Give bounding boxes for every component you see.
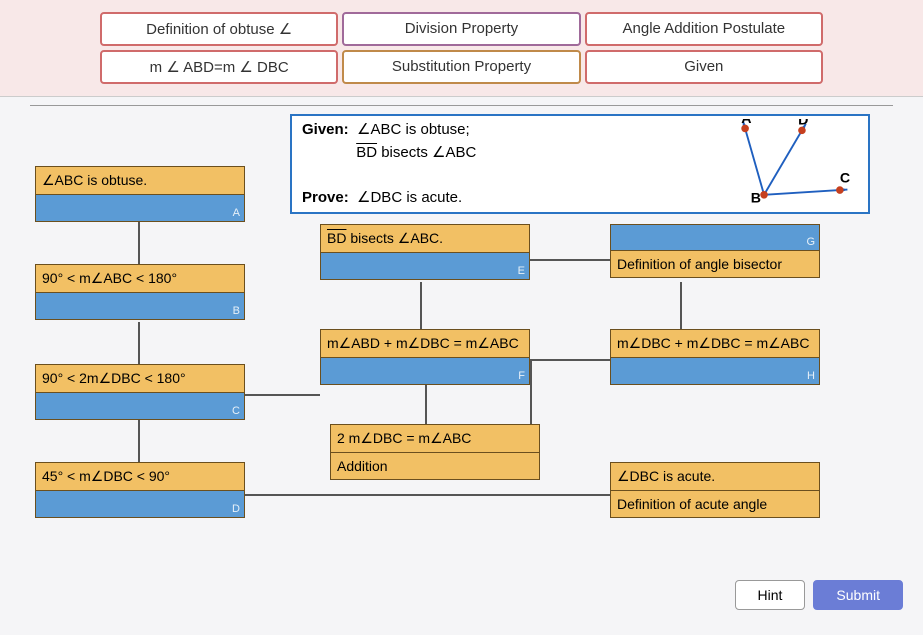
proof-step: ∠DBC is acute.Definition of acute angle [610, 462, 820, 518]
proof-reason-slot[interactable]: E [321, 253, 529, 279]
proof-step: ∠ABC is obtuse. A [35, 166, 245, 222]
divider [30, 105, 893, 106]
proof-statement: G [611, 225, 819, 251]
proof-statement: m∠DBC + m∠DBC = m∠ABC [611, 330, 819, 358]
connector-line [245, 494, 610, 496]
given-line-2-rest: bisects ∠ABC [381, 144, 476, 161]
proof-step: m∠DBC + m∠DBC = m∠ABC H [610, 329, 820, 385]
slot-letter: C [232, 405, 240, 417]
slot-letter: H [807, 370, 815, 382]
proof-statement: m∠ABD + m∠DBC = m∠ABC [321, 330, 529, 358]
slot-letter: F [518, 370, 525, 382]
svg-text:D: D [798, 119, 808, 129]
connector-line [530, 359, 610, 361]
proof-step: m∠ABD + m∠DBC = m∠ABC F [320, 329, 530, 385]
reason-bank: Definition of obtuse ∠Division PropertyA… [0, 0, 923, 97]
proof-statement: 90° < m∠ABC < 180° [36, 265, 244, 293]
proof-statement: ∠DBC is acute. [611, 463, 819, 491]
connector-line [245, 394, 320, 396]
reason-chip[interactable]: Substitution Property [342, 50, 580, 84]
proof-reason-slot[interactable]: B [36, 293, 244, 319]
slot-letter: B [233, 305, 240, 317]
slot-letter: D [232, 503, 240, 515]
connector-line [530, 259, 610, 261]
proof-statement: 45° < m∠DBC < 90° [36, 463, 244, 491]
proof-canvas: Given: ∠ABC is obtuse; BD bisects ∠ABC P… [0, 114, 923, 614]
angle-diagram: A D B C [708, 119, 858, 209]
prove-label: Prove: [302, 189, 349, 206]
proof-step: 90° < 2m∠DBC < 180° C [35, 364, 245, 420]
connector-line [425, 384, 427, 424]
given-prove-panel: Given: ∠ABC is obtuse; BD bisects ∠ABC P… [290, 114, 870, 214]
svg-text:A: A [741, 119, 751, 127]
svg-text:B: B [751, 190, 761, 206]
slot-letter: A [233, 207, 240, 219]
reason-chip[interactable]: Division Property [342, 12, 580, 46]
given-line-2-bd: BD [356, 144, 377, 161]
proof-step: BD bisects ∠ABC. E [320, 224, 530, 280]
prove-line: ∠DBC is acute. [357, 189, 462, 206]
connector-line [138, 322, 140, 364]
proof-step: G Definition of angle bisector [610, 224, 820, 278]
proof-reason-slot[interactable]: H [611, 358, 819, 384]
proof-reason-slot: Definition of acute angle [611, 491, 819, 517]
proof-statement: BD bisects ∠ABC. [321, 225, 529, 253]
connector-line [138, 222, 140, 264]
proof-step: 2 m∠DBC = m∠ABCAddition [330, 424, 540, 480]
given-line-1: ∠ABC is obtuse; [357, 121, 470, 138]
button-bar: Hint Submit [735, 580, 903, 610]
proof-reason-slot: Definition of angle bisector [611, 251, 819, 277]
connector-line [680, 282, 682, 329]
proof-reason-slot[interactable]: F [321, 358, 529, 384]
reason-chip[interactable]: Angle Addition Postulate [585, 12, 823, 46]
proof-statement: ∠ABC is obtuse. [36, 167, 244, 195]
proof-reason-slot[interactable]: C [36, 393, 244, 419]
slot-letter: E [518, 265, 525, 277]
proof-reason-slot: Addition [331, 453, 539, 479]
proof-step: 90° < m∠ABC < 180° B [35, 264, 245, 320]
reason-chip[interactable]: Given [585, 50, 823, 84]
hint-button[interactable]: Hint [735, 580, 806, 610]
proof-reason-slot[interactable]: D [36, 491, 244, 517]
submit-button[interactable]: Submit [813, 580, 903, 610]
given-label: Given: [302, 121, 349, 138]
given-prove-text: Given: ∠ABC is obtuse; BD bisects ∠ABC P… [302, 119, 708, 209]
slot-letter: G [806, 236, 815, 248]
proof-statement: 90° < 2m∠DBC < 180° [36, 365, 244, 393]
connector-line [420, 282, 422, 329]
proof-statement: 2 m∠DBC = m∠ABC [331, 425, 539, 453]
reason-chip[interactable]: m ∠ ABD=m ∠ DBC [100, 50, 338, 84]
svg-text:C: C [840, 170, 850, 186]
connector-line [138, 420, 140, 462]
proof-step: 45° < m∠DBC < 90° D [35, 462, 245, 518]
reason-chip[interactable]: Definition of obtuse ∠ [100, 12, 338, 46]
proof-reason-slot[interactable]: A [36, 195, 244, 221]
